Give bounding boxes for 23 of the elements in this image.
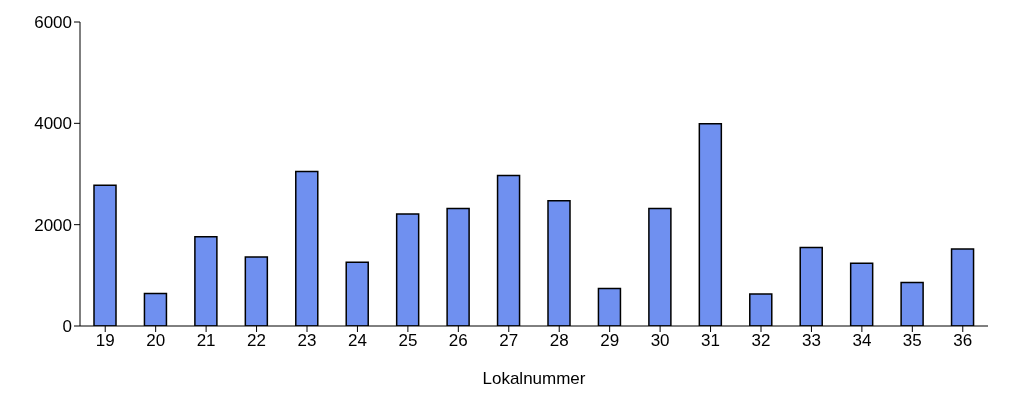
x-tick-label: 23 <box>297 331 317 351</box>
y-tick-label: 4000 <box>34 114 72 134</box>
x-tick-label: 34 <box>852 331 872 351</box>
x-tick-label: 33 <box>801 331 821 351</box>
x-tick-label: 35 <box>902 331 922 351</box>
x-axis-title: Lokalnummer <box>482 369 586 388</box>
x-tick-label: 29 <box>600 331 620 351</box>
x-tick-label: 27 <box>499 331 519 351</box>
y-tick-label: 2000 <box>34 215 72 235</box>
y-tick-label: 0 <box>62 317 72 337</box>
x-tick-label: 36 <box>953 331 973 351</box>
x-tick-label: 31 <box>701 331 721 351</box>
x-tick-label: 32 <box>751 331 771 351</box>
x-tick-label: 21 <box>196 331 216 351</box>
x-tick-label: 20 <box>146 331 166 351</box>
x-tick-label: 25 <box>398 331 418 351</box>
x-tick-label: 26 <box>448 331 468 351</box>
x-tick-label: 30 <box>650 331 670 351</box>
x-tick-label: 22 <box>247 331 267 351</box>
x-tick-label: 24 <box>347 331 367 351</box>
x-tick-label: 19 <box>95 331 115 351</box>
x-tick-label: 28 <box>549 331 569 351</box>
y-tick-label: 6000 <box>34 13 72 33</box>
